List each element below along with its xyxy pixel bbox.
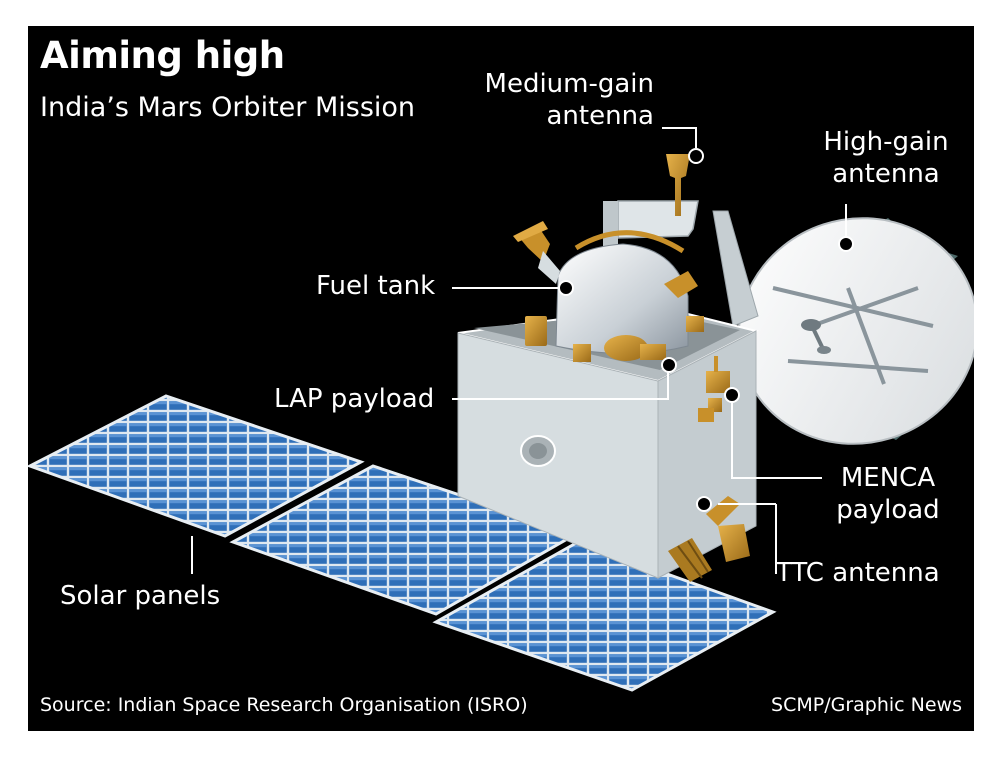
spacecraft-illustration [28, 127, 974, 692]
solar-panel-right [432, 540, 777, 692]
page-title: Aiming high [40, 34, 285, 77]
solar-array [28, 394, 777, 692]
infographic-panel: Aiming high India’s Mars Orbiter Mission… [28, 26, 974, 731]
fuel-tank-marker [558, 280, 574, 296]
lap-payload-marker [661, 357, 677, 373]
menca-payload-marker [724, 387, 740, 403]
high-gain-antenna-marker [838, 236, 854, 252]
ttc-antenna-marker [696, 496, 712, 512]
fuel-tank-label: Fuel tank [316, 271, 436, 301]
callout-leaders [191, 127, 847, 574]
medium-gain-antenna-label: Medium-gain antenna [484, 69, 654, 131]
lap-payload-label: LAP payload [274, 384, 435, 414]
solar-panel-left [28, 394, 365, 538]
source-note: Source: Indian Space Research Organisati… [40, 694, 528, 716]
ttc-antenna-label: TTC antenna [776, 558, 940, 588]
graphic-credit: SCMP/Graphic News [771, 694, 962, 716]
solar-panels-label: Solar panels [60, 581, 221, 611]
high-gain-antenna-dish [737, 217, 974, 445]
callout-markers [558, 148, 854, 512]
spacecraft-bus [457, 154, 759, 582]
menca-payload-label: MENCA payload [836, 463, 940, 525]
page-subtitle: India’s Mars Orbiter Mission [40, 92, 416, 123]
medium-gain-antenna-marker [688, 148, 704, 164]
high-gain-antenna-label: High-gain antenna [823, 127, 949, 189]
